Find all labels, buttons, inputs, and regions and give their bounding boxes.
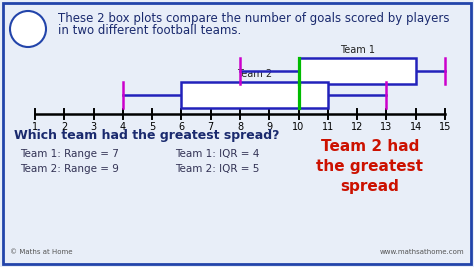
Text: www.mathsathome.com: www.mathsathome.com	[379, 249, 464, 255]
Bar	[299, 58, 416, 84]
Text: Team 1: Team 1	[340, 45, 374, 55]
Text: © Maths at Home: © Maths at Home	[10, 249, 73, 255]
Text: 12: 12	[351, 122, 364, 132]
Text: in two different football teams.: in two different football teams.	[58, 24, 241, 37]
Text: Which team had the greatest spread?: Which team had the greatest spread?	[14, 129, 280, 142]
Text: Team 1: IQR = 4: Team 1: IQR = 4	[175, 149, 259, 159]
Text: Team 2: IQR = 5: Team 2: IQR = 5	[175, 164, 259, 174]
Text: MATHS: MATHS	[18, 23, 38, 29]
Circle shape	[10, 11, 46, 47]
Text: 9: 9	[266, 122, 273, 132]
Text: 3: 3	[91, 122, 97, 132]
Text: Team 2: Range = 9: Team 2: Range = 9	[20, 164, 119, 174]
Text: 15: 15	[439, 122, 451, 132]
Text: Team 2: Team 2	[237, 69, 272, 79]
Text: Team 2 had
the greatest
spread: Team 2 had the greatest spread	[317, 139, 423, 194]
Text: 5: 5	[149, 122, 155, 132]
Text: 4: 4	[120, 122, 126, 132]
Text: at home: at home	[19, 32, 36, 36]
Text: These 2 box plots compare the number of goals scored by players: These 2 box plots compare the number of …	[58, 12, 449, 25]
Text: 7: 7	[208, 122, 214, 132]
Text: 11: 11	[322, 122, 334, 132]
Text: 14: 14	[410, 122, 422, 132]
Text: 2: 2	[61, 122, 67, 132]
Text: 13: 13	[380, 122, 392, 132]
Text: 1: 1	[32, 122, 38, 132]
Text: 10: 10	[292, 122, 305, 132]
Text: Team 1: Range = 7: Team 1: Range = 7	[20, 149, 119, 159]
Text: 8: 8	[237, 122, 243, 132]
Bar	[182, 82, 328, 108]
Text: 6: 6	[178, 122, 184, 132]
